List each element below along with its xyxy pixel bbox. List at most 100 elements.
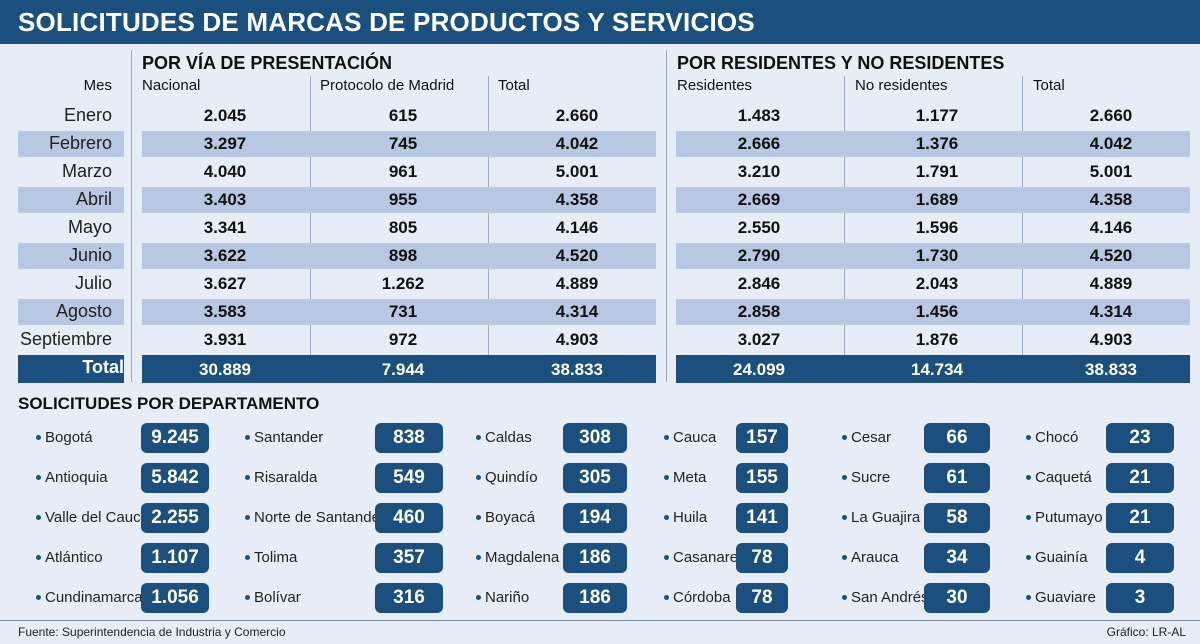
- bullet-icon: [36, 555, 41, 560]
- department-value-badge: 21: [1106, 503, 1174, 533]
- column-divider: [844, 76, 845, 382]
- department-item: Nariño 186: [476, 583, 627, 613]
- section-title-residentes: POR RESIDENTES Y NO RESIDENTES: [677, 53, 1005, 73]
- department-name: Arauca: [851, 549, 899, 566]
- bullet-icon: [664, 435, 669, 440]
- column-divider: [1022, 76, 1023, 382]
- bullet-icon: [245, 595, 250, 600]
- row-band: [676, 187, 1190, 213]
- department-name: Cesar: [851, 429, 892, 446]
- bullet-icon: [1026, 475, 1031, 480]
- month-label: Enero: [63, 105, 112, 125]
- table-cell: 745: [388, 134, 418, 153]
- bullet-icon: [664, 555, 669, 560]
- bullet-icon: [36, 595, 41, 600]
- department-value-badge: 838: [375, 423, 443, 453]
- department-name: Antioquia: [45, 469, 108, 486]
- row-band: [18, 299, 124, 325]
- department-value-badge: 9.245: [141, 423, 209, 453]
- department-value-badge: 21: [1106, 463, 1174, 493]
- divider-left: [131, 50, 132, 382]
- department-name: Huila: [673, 509, 708, 526]
- table-cell: 2.858: [737, 302, 781, 321]
- total-cell: 14.734: [911, 360, 963, 379]
- department-value-badge: 194: [563, 503, 627, 533]
- total-cell: 38.833: [1085, 360, 1137, 379]
- row-band: [142, 187, 656, 213]
- department-value-badge: 58: [924, 503, 990, 533]
- department-item: Casanare 78: [664, 543, 788, 573]
- row-band: [18, 131, 124, 157]
- bullet-icon: [1026, 515, 1031, 520]
- department-name: Bogotá: [45, 429, 93, 446]
- bullet-icon: [36, 435, 41, 440]
- department-value-badge: 460: [375, 503, 443, 533]
- department-item: Caldas 308: [476, 423, 627, 453]
- department-item: Risaralda 549: [245, 463, 443, 493]
- month-label: Abril: [75, 189, 112, 209]
- table-cell: 2.660: [1089, 106, 1133, 125]
- table-cell: 1.456: [915, 302, 959, 321]
- department-item: Santander 838: [245, 423, 443, 453]
- table-cell: 3.341: [203, 218, 247, 237]
- row-band: [18, 187, 124, 213]
- department-item: San Andrés 30: [842, 583, 990, 613]
- department-name: Magdalena: [485, 549, 560, 566]
- table-cell: 2.660: [555, 106, 599, 125]
- department-name: Valle del Cauca: [45, 509, 149, 526]
- department-name: San Andrés: [851, 589, 929, 606]
- department-item: Cauca 157: [664, 423, 788, 453]
- department-value-badge: 1.107: [141, 543, 209, 573]
- table-cell: 3.931: [203, 330, 247, 349]
- department-item: Caquetá 21: [1026, 463, 1174, 493]
- department-name: Nariño: [485, 589, 530, 606]
- bullet-icon: [842, 595, 847, 600]
- bullet-icon: [476, 555, 481, 560]
- table-cell: 4.903: [555, 330, 599, 349]
- department-name: Sucre: [851, 469, 891, 486]
- table-cell: 805: [388, 218, 418, 237]
- month-label: Marzo: [61, 161, 112, 181]
- department-item: Putumayo 21: [1026, 503, 1174, 533]
- department-item: Meta 155: [664, 463, 788, 493]
- table-cell: 4.146: [1089, 218, 1133, 237]
- total-cell: 7.944: [381, 360, 425, 379]
- row-band: [142, 243, 656, 269]
- bullet-icon: [36, 475, 41, 480]
- department-item: Magdalena 186: [476, 543, 627, 573]
- bullet-icon: [842, 475, 847, 480]
- table-cell: 4.889: [555, 274, 599, 293]
- table-cell: 3.583: [203, 302, 247, 321]
- table-cell: 972: [388, 330, 418, 349]
- table-cell: 4.146: [555, 218, 599, 237]
- footer: Fuente: Superintendencia de Industria y …: [0, 620, 1200, 644]
- row-band: [676, 299, 1190, 325]
- department-item: Antioquia 5.842: [36, 463, 209, 493]
- table-cell: 1.262: [381, 274, 425, 293]
- department-value-badge: 157: [736, 423, 788, 453]
- department-item: Bogotá 9.245: [36, 423, 209, 453]
- month-label: Julio: [74, 273, 112, 293]
- department-name: Santander: [254, 429, 324, 446]
- department-item: La Guajira 58: [842, 503, 990, 533]
- row-band: [142, 131, 656, 157]
- department-name: Norte de Santander: [254, 509, 385, 526]
- department-value-badge: 78: [736, 583, 788, 613]
- total-label: Total: [82, 357, 124, 377]
- department-value-badge: 308: [563, 423, 627, 453]
- table-cell: 731: [388, 302, 418, 321]
- department-item: Chocó 23: [1026, 423, 1174, 453]
- department-item: Huila 141: [664, 503, 788, 533]
- bullet-icon: [842, 555, 847, 560]
- month-label: Agosto: [55, 301, 112, 321]
- bullet-icon: [245, 555, 250, 560]
- department-value-badge: 23: [1106, 423, 1174, 453]
- bullet-icon: [664, 475, 669, 480]
- department-value-badge: 186: [563, 583, 627, 613]
- month-label: Junio: [68, 245, 112, 265]
- table-cell: 5.001: [555, 162, 599, 181]
- source-text: Fuente: Superintendencia de Industria y …: [18, 625, 286, 639]
- department-value-badge: 3: [1106, 583, 1174, 613]
- department-value-badge: 5.842: [141, 463, 209, 493]
- table-cell: 898: [388, 246, 418, 265]
